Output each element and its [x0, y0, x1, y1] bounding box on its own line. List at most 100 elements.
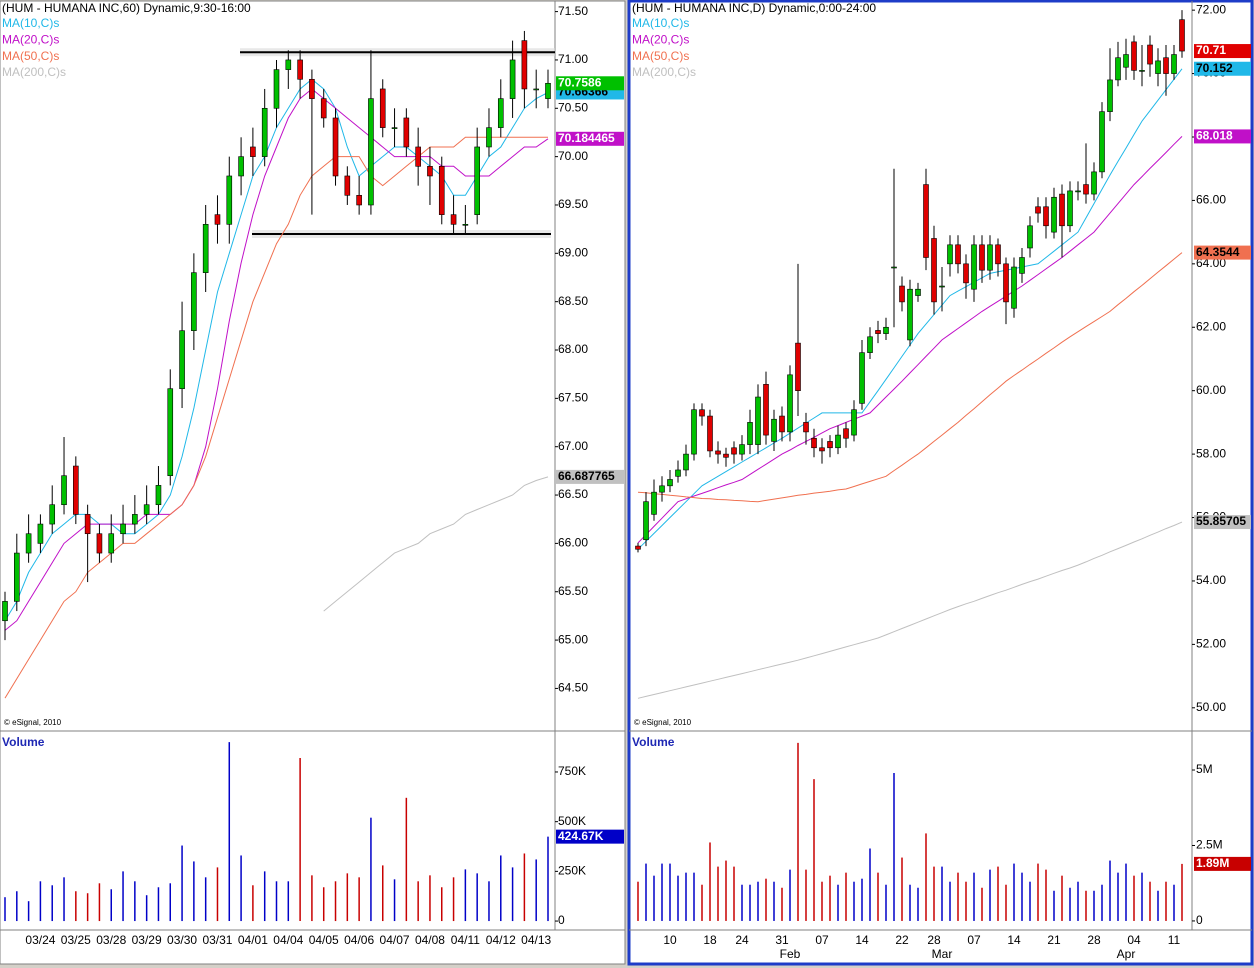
- volume-tick-label: 750K: [558, 764, 586, 778]
- candle-body: [635, 545, 641, 550]
- candle-body: [474, 146, 480, 215]
- candle-body: [835, 434, 841, 449]
- candle-body: [379, 88, 386, 128]
- candle-body: [955, 244, 961, 265]
- x-tick-label: 11: [1168, 933, 1181, 947]
- moving-average-line: [637, 521, 1183, 699]
- y-tick-label: 69.50: [558, 197, 588, 211]
- volume-title: Volume: [2, 735, 45, 749]
- panel-background: [627, 0, 1254, 966]
- candle-body: [939, 285, 945, 288]
- ma-last-value-box: [1194, 129, 1251, 144]
- x-tick-label: 04/13: [521, 933, 551, 947]
- legend-entry: MA(10,C)s: [632, 16, 689, 30]
- x-tick-label: 07: [967, 933, 981, 947]
- volume-tick-label: 0: [1196, 913, 1203, 927]
- ma-last-value-box: [556, 131, 624, 146]
- x-tick-label: 04: [1127, 933, 1141, 947]
- y-tick-label: 70.50: [558, 100, 588, 114]
- candle-body: [202, 224, 209, 273]
- candle-body: [1051, 196, 1057, 233]
- x-tick-label: 03/30: [167, 933, 197, 947]
- last-price-box: [1194, 44, 1251, 59]
- x-tick-label: 14: [1007, 933, 1021, 947]
- candle-body: [37, 523, 44, 544]
- volume-tick-label: 500K: [558, 814, 586, 828]
- ma-last-value-box: [556, 469, 624, 484]
- candle-body: [462, 224, 469, 226]
- candle-body: [755, 396, 761, 445]
- ma-last-value-box: [1194, 245, 1251, 260]
- candle-body: [497, 98, 504, 128]
- candle-body: [1067, 190, 1073, 227]
- candle-body: [214, 214, 221, 225]
- x-tick-label: 04/05: [309, 933, 339, 947]
- x-tick-label: 28: [1087, 933, 1101, 947]
- y-tick-label: 67.00: [558, 439, 588, 453]
- last-price: 70.71: [1196, 43, 1226, 57]
- candle-body: [403, 117, 410, 148]
- candle-body: [61, 475, 67, 506]
- x-tick-label: 04/08: [415, 933, 445, 947]
- moving-average-line: [4, 136, 548, 699]
- ma-last-value: 64.3544: [1196, 245, 1240, 259]
- candle-body: [533, 88, 539, 91]
- candle-body: [811, 437, 817, 449]
- candle-body: [1163, 57, 1169, 74]
- candle-body: [715, 450, 721, 455]
- candle-body: [108, 533, 115, 554]
- x-tick-label: 03/24: [25, 933, 55, 947]
- candle-body: [250, 146, 256, 157]
- candle-body: [509, 59, 516, 99]
- y-tick-label: 71.00: [558, 52, 588, 66]
- candle-body: [979, 244, 985, 271]
- candle-body: [731, 447, 737, 455]
- y-tick-label: 66.00: [558, 536, 588, 550]
- candle-body: [651, 491, 657, 515]
- x-tick-label: 21: [1047, 933, 1061, 947]
- candle-body: [391, 127, 398, 129]
- candle-body: [73, 465, 79, 515]
- candle-body: [1171, 54, 1177, 74]
- x-tick-label: 03/25: [61, 933, 91, 947]
- candle-body: [1091, 171, 1097, 195]
- x-tick-label: 28: [927, 933, 941, 947]
- y-tick-label: 68.00: [558, 342, 588, 356]
- candle-body: [320, 98, 327, 119]
- candle-body: [747, 422, 753, 445]
- candle-body: [1035, 206, 1041, 214]
- x-tick-label: 31: [775, 933, 789, 947]
- x-tick-label: 04/06: [344, 933, 374, 947]
- candle-body: [167, 388, 174, 477]
- candle-body: [226, 175, 233, 225]
- candle-body: [1043, 206, 1049, 227]
- candle-body: [883, 326, 889, 334]
- candle-body: [545, 82, 551, 99]
- candle-body: [96, 533, 103, 554]
- last-price-box: [556, 76, 624, 91]
- y-tick-label: 62.00: [1196, 319, 1226, 333]
- candle-body: [707, 415, 713, 452]
- candle-body: [1075, 190, 1081, 193]
- candle-body: [344, 175, 351, 196]
- candle-body: [1083, 184, 1089, 195]
- y-tick-label: 50.00: [1196, 700, 1226, 714]
- candle-body: [521, 40, 528, 90]
- candle-body: [120, 523, 126, 535]
- y-tick-label: 64.50: [558, 681, 588, 695]
- legend-entry: MA(20,C)s: [632, 32, 689, 46]
- y-tick-label: 71.50: [558, 4, 588, 18]
- candle-body: [238, 156, 244, 177]
- candle-body: [675, 469, 681, 477]
- candle-body: [923, 184, 929, 258]
- volume-last-value: 424.67K: [558, 829, 604, 843]
- y-tick-label: 58.00: [1196, 446, 1226, 460]
- candle-body: [14, 552, 20, 602]
- x-tick-label: 24: [735, 933, 749, 947]
- month-label: Mar: [932, 947, 953, 961]
- volume-tick-label: 2.5M: [1196, 838, 1223, 852]
- y-tick-label: 68.50: [558, 294, 588, 308]
- legend-entry: MA(200,C)s: [632, 65, 696, 79]
